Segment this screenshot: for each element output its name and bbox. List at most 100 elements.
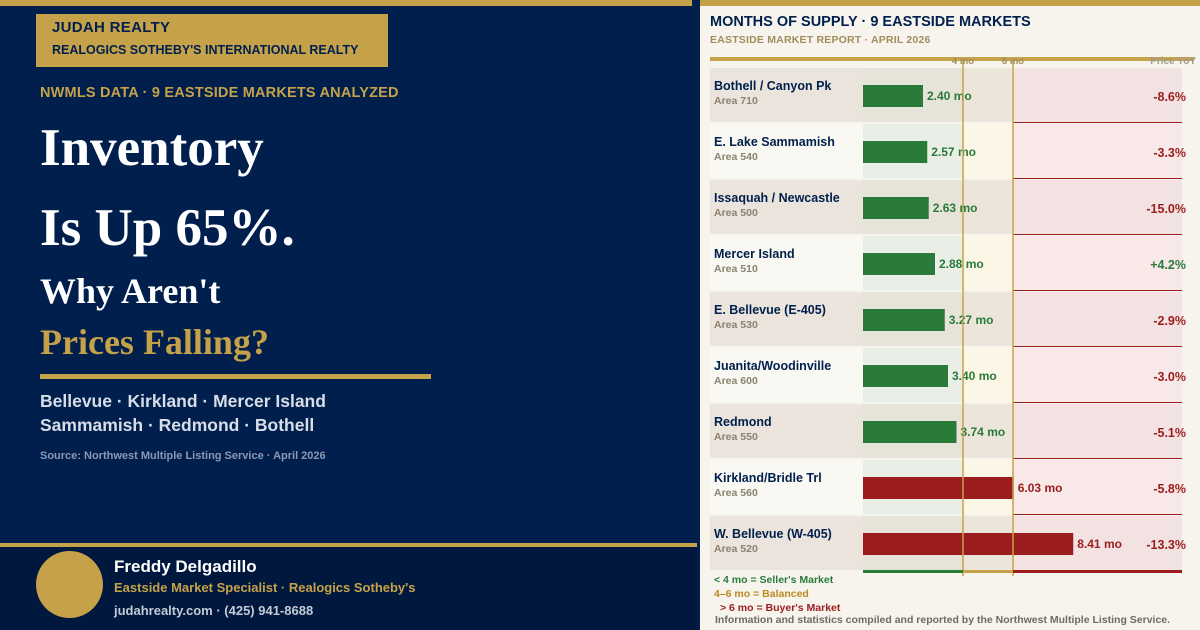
market-name: W. Bellevue (W-405) [714, 527, 832, 541]
price-yoy: -5.1% [1153, 426, 1186, 440]
bar [863, 309, 945, 331]
chart-subtitle: EASTSIDE MARKET REPORT · APRIL 2026 [710, 34, 931, 46]
market-area: Area 710 [714, 95, 758, 107]
legend-seller-market: < 4 mo = Seller's Market [714, 574, 834, 586]
chart-source: Information and statistics compiled and … [715, 614, 1171, 626]
legend-balanced-market: 4–6 mo = Balanced [714, 588, 809, 600]
agent-name: Freddy Delgadillo [114, 557, 257, 576]
headline-line-4: Prices Falling? [40, 322, 269, 362]
headline-line-1: Inventory [40, 119, 264, 177]
market-area: Area 540 [714, 151, 758, 163]
market-name: E. Bellevue (E-405) [714, 303, 826, 317]
row-separator [1013, 122, 1182, 123]
balanced-zone [963, 348, 1013, 402]
market-area: Area 600 [714, 375, 758, 387]
market-area: Area 560 [714, 487, 758, 499]
buyer-zone [1013, 124, 1182, 178]
agent-title: Eastside Market Specialist · Realogics S… [114, 580, 416, 595]
zone-indicator-seller [863, 570, 963, 573]
brand-subtitle: REALOGICS SOTHEBY'S INTERNATIONAL REALTY [52, 43, 359, 57]
price-yoy: -5.8% [1153, 482, 1186, 496]
balanced-zone [963, 292, 1013, 346]
gold-divider [40, 374, 431, 379]
bar [863, 477, 1014, 499]
agent-footer: Freddy Delgadillo Eastside Market Specia… [0, 543, 697, 630]
bar-value-label: 6.03 mo [1018, 481, 1063, 495]
buyer-zone [1013, 236, 1182, 290]
header-rule [710, 57, 1194, 61]
bar [863, 421, 957, 443]
buyer-zone [1013, 68, 1182, 122]
market-name: Kirkland/Bridle Trl [714, 471, 822, 485]
bar [863, 253, 935, 275]
market-area: Area 530 [714, 319, 758, 331]
buyer-zone [1013, 404, 1182, 458]
price-yoy-header: Price YoY [1150, 56, 1196, 67]
price-yoy: +4.2% [1150, 258, 1186, 272]
bar [863, 533, 1074, 555]
threshold-label-4mo: 4 mo [952, 56, 974, 67]
row-separator [1013, 290, 1182, 291]
headline-line-3: Why Aren't [40, 271, 221, 311]
brand-box: JUDAH REALTY REALOGICS SOTHEBY'S INTERNA… [36, 14, 388, 67]
headline-line-2: Is Up 65%. [40, 199, 295, 257]
market-name: Mercer Island [714, 247, 795, 261]
bar-value-label: 3.40 mo [952, 369, 997, 383]
bar-value-label: 2.88 mo [939, 257, 984, 271]
cities-line-2: Sammamish · Redmond · Bothell [40, 415, 315, 435]
market-area: Area 510 [714, 263, 758, 275]
price-yoy: -2.9% [1153, 314, 1186, 328]
legend-buyer-market: > 6 mo = Buyer's Market [720, 602, 841, 614]
bar [863, 197, 929, 219]
buyer-zone [1013, 180, 1182, 234]
brand-name: JUDAH REALTY [52, 19, 171, 36]
buyer-zone [1013, 348, 1182, 402]
zone-indicator-buyer [1013, 570, 1182, 573]
months-of-supply-chart: 2.40 mo Bothell / Canyon Pk Area 710 -8.6% 2… [710, 56, 1196, 576]
market-area: Area 500 [714, 207, 758, 219]
avatar [36, 551, 103, 618]
kicker: NWMLS DATA · 9 EASTSIDE MARKETS ANALYZED [40, 85, 399, 101]
market-name: Bothell / Canyon Pk [714, 79, 831, 93]
threshold-label-6mo: 6 mo [1002, 56, 1024, 67]
chart-panel: 2.40 mo Bothell / Canyon Pk Area 710 -8.6% 2… [700, 0, 1200, 630]
buyer-zone [1013, 292, 1182, 346]
balanced-zone [963, 236, 1013, 290]
buyer-zone [1013, 460, 1182, 514]
price-yoy: -3.3% [1153, 146, 1186, 160]
row-separator [1013, 458, 1182, 459]
market-area: Area 520 [714, 543, 758, 555]
market-name: Redmond [714, 415, 772, 429]
zone-indicator-balanced [963, 570, 1013, 573]
balanced-zone [963, 404, 1013, 458]
agent-contact: judahrealty.com · (425) 941-8688 [114, 603, 314, 618]
bar [863, 85, 923, 107]
market-name: E. Lake Sammamish [714, 135, 835, 149]
price-yoy: -13.3% [1146, 538, 1186, 552]
bar-value-label: 2.57 mo [931, 145, 976, 159]
price-yoy: -8.6% [1153, 90, 1186, 104]
row-separator [1013, 402, 1182, 403]
balanced-zone [963, 124, 1013, 178]
balanced-zone [963, 180, 1013, 234]
bar-value-label: 2.63 mo [933, 201, 978, 215]
balanced-zone [963, 68, 1013, 122]
bar-value-label: 3.27 mo [949, 313, 994, 327]
source-note: Source: Northwest Multiple Listing Servi… [40, 450, 326, 462]
cities-line-1: Bellevue · Kirkland · Mercer Island [40, 391, 326, 411]
market-name: Juanita/Woodinville [714, 359, 831, 373]
bar [863, 141, 928, 163]
market-area: Area 550 [714, 431, 758, 443]
bar-value-label: 2.40 mo [927, 89, 972, 103]
price-yoy: -3.0% [1153, 370, 1186, 384]
market-name: Issaquah / Newcastle [714, 191, 840, 205]
chart-title: MONTHS OF SUPPLY · 9 EASTSIDE MARKETS [710, 14, 1031, 30]
bar-value-label: 8.41 mo [1077, 537, 1122, 551]
hero-panel: JUDAH REALTY REALOGICS SOTHEBY'S INTERNA… [0, 0, 692, 543]
row-separator [1013, 178, 1182, 179]
bar [863, 365, 948, 387]
bar-value-label: 3.74 mo [961, 425, 1006, 439]
row-separator [1013, 514, 1182, 515]
row-separator [1013, 346, 1182, 347]
price-yoy: -15.0% [1146, 202, 1186, 216]
